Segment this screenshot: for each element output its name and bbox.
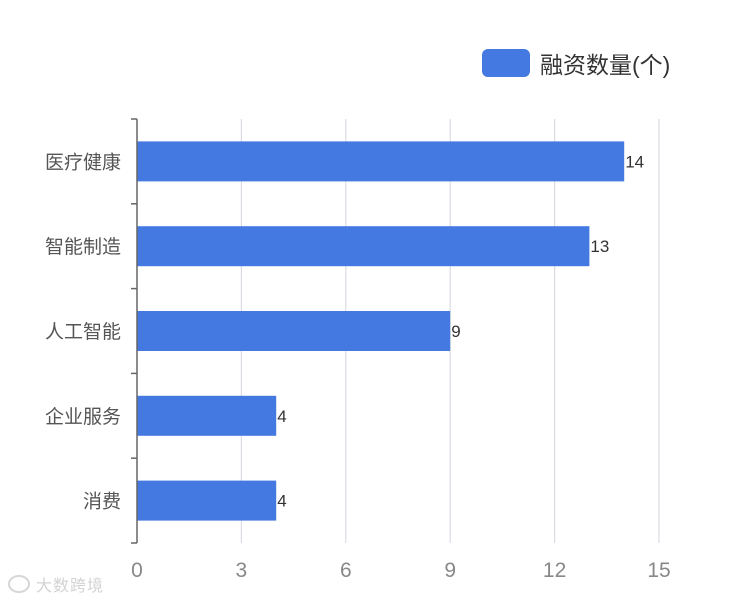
bar-3[interactable] <box>137 395 277 436</box>
category-label-3: 企业服务 <box>45 406 121 428</box>
bar-value-label-0: 14 <box>625 152 644 171</box>
legend-label: 融资数量(个) <box>540 52 671 78</box>
x-tick-label-0: 0 <box>131 559 143 582</box>
x-tick-label-2: 6 <box>340 559 352 582</box>
bar-value-label-1: 13 <box>590 237 609 256</box>
bar-2[interactable] <box>137 311 451 351</box>
category-label-0: 医疗健康 <box>45 151 121 173</box>
x-tick-label-4: 12 <box>543 559 566 582</box>
watermark-text: 大数跨境 <box>36 578 105 595</box>
category-label-4: 消费 <box>83 491 121 513</box>
bar-value-label-2: 9 <box>451 322 460 341</box>
bar-value-label-4: 4 <box>277 492 286 511</box>
x-tick-label-3: 9 <box>444 559 456 582</box>
x-tick-label-5: 15 <box>647 559 670 582</box>
watermark-logo-icon <box>8 575 30 593</box>
bar-0[interactable] <box>137 141 625 182</box>
legend-swatch <box>482 49 530 77</box>
legend[interactable]: 融资数量(个) <box>482 48 670 78</box>
bar-value-label-3: 4 <box>277 407 286 426</box>
bar-1[interactable] <box>137 226 590 267</box>
x-tick-label-1: 3 <box>236 559 248 582</box>
category-label-2: 人工智能 <box>45 321 121 343</box>
bar-4[interactable] <box>137 480 277 521</box>
watermark: 大数跨境 <box>8 572 104 596</box>
category-label-1: 智能制造 <box>45 236 121 258</box>
